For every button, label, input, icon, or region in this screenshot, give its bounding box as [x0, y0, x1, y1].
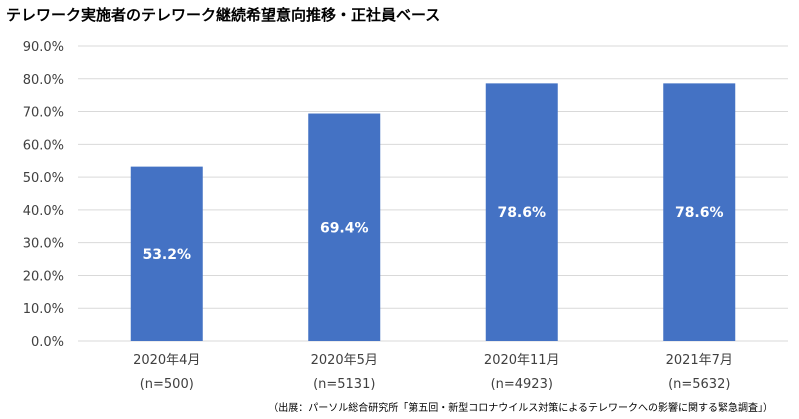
data-label: 78.6% — [675, 205, 724, 221]
chart-title: テレワーク実施者のテレワーク継続希望意向推移・正社員ベース — [6, 6, 441, 24]
category-sample-size: (n=5131) — [313, 377, 375, 392]
data-label: 53.2% — [142, 247, 191, 263]
bar — [663, 83, 736, 341]
category-sample-size: (n=5632) — [668, 377, 730, 392]
y-tick-label: 90.0% — [23, 40, 64, 55]
y-tick-label: 20.0% — [23, 269, 64, 284]
category-label: 2021年7月 — [666, 353, 733, 368]
category-label: 2020年4月 — [133, 353, 200, 368]
y-tick-label: 80.0% — [23, 73, 64, 88]
source-note: （出展：パーソル総合研究所「第五回・新型コロナウイルス対策によるテレワークへの影… — [268, 403, 773, 414]
category-sample-size: (n=4923) — [491, 377, 553, 392]
y-tick-label: 60.0% — [23, 138, 64, 153]
y-tick-label: 0.0% — [31, 335, 64, 350]
bar — [130, 166, 203, 341]
y-tick-label: 70.0% — [23, 106, 64, 121]
category-label: 2020年11月 — [484, 353, 560, 368]
y-tick-label: 50.0% — [23, 171, 64, 186]
y-tick-label: 40.0% — [23, 204, 64, 219]
y-tick-label: 10.0% — [23, 302, 64, 317]
y-tick-label: 30.0% — [23, 237, 64, 252]
bar — [308, 113, 381, 342]
category-sample-size: (n=500) — [140, 377, 194, 392]
category-label: 2020年5月 — [311, 353, 378, 368]
data-label: 69.4% — [320, 220, 369, 236]
bar — [485, 83, 558, 341]
data-label: 78.6% — [497, 205, 546, 221]
